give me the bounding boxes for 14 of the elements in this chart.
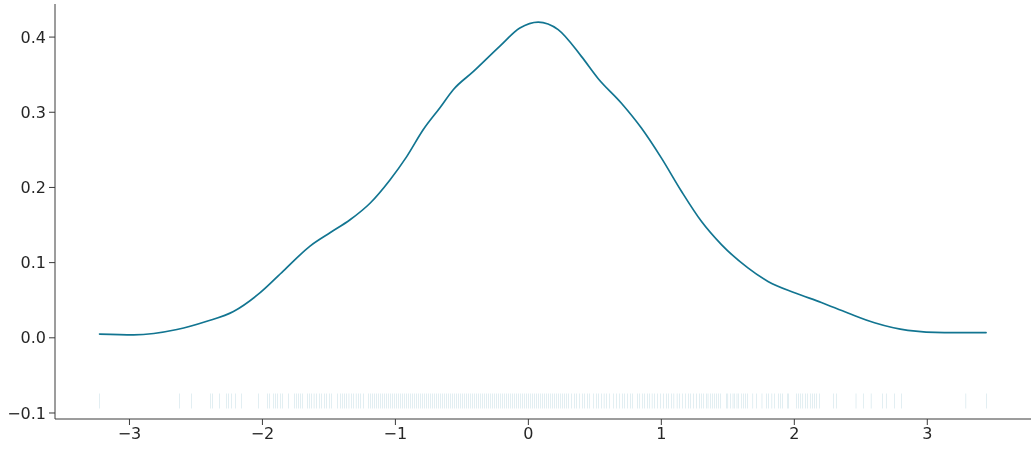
x-tick-label: 1 [656, 424, 667, 444]
line-series [98, 21, 987, 336]
x-tick-label: −1 [383, 424, 408, 444]
y-tick-label: 0.3 [20, 102, 46, 122]
y-tick-label: 0.1 [20, 253, 46, 273]
x-tick-label: −3 [117, 424, 142, 444]
x-tick-label: 2 [789, 424, 800, 444]
x-tick-label: −2 [250, 424, 275, 444]
y-tick-label: 0.0 [20, 328, 46, 348]
y-tick-label: 0.4 [20, 27, 46, 47]
x-tick-label: 0 [523, 424, 534, 444]
y-tick-label: −0.1 [7, 403, 46, 423]
x-tick-label: 3 [922, 424, 933, 444]
y-tick-label: 0.2 [20, 178, 46, 198]
